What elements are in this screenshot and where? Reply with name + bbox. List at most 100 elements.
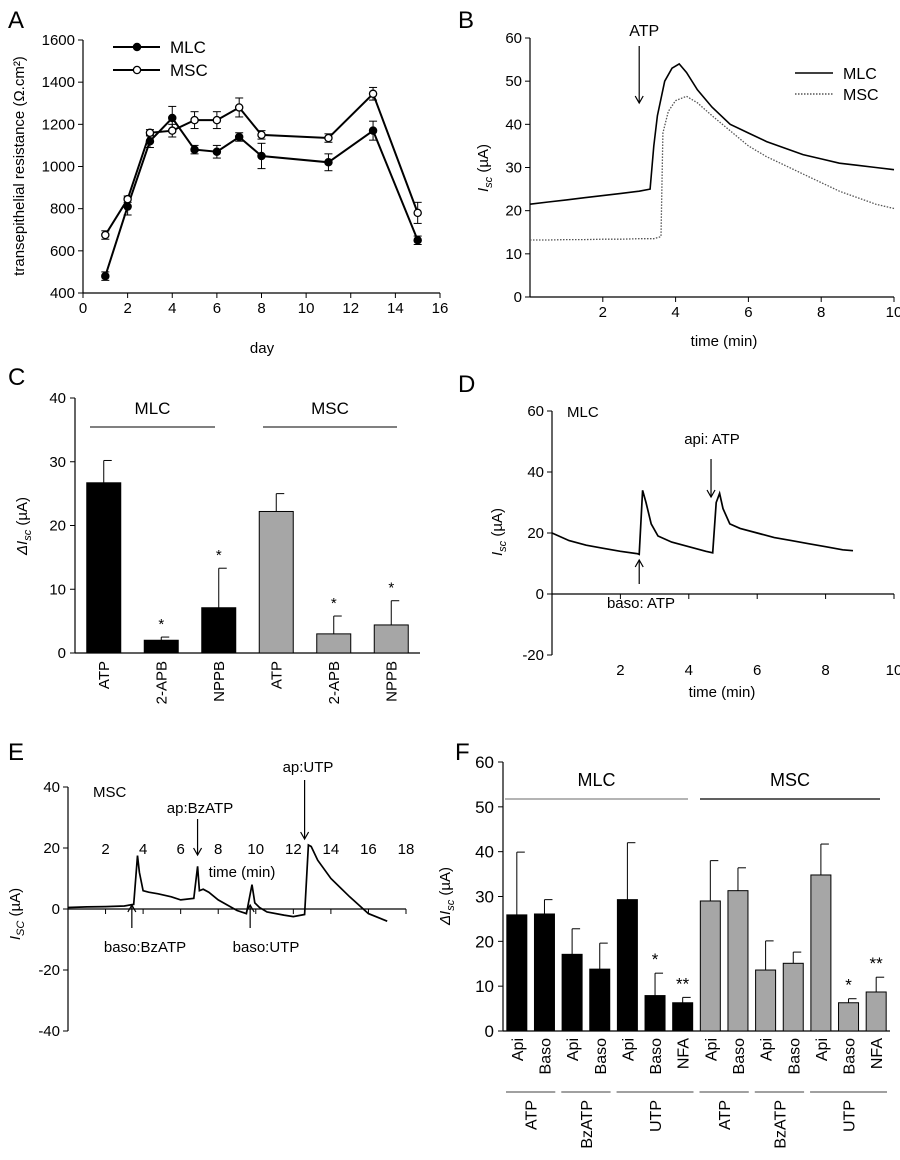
chart-d: -20 0 20 40 60 2 4 6 8 10 time (min) Isc (µA) MLC bas…	[489, 403, 900, 701]
category-label: Baso	[537, 1038, 554, 1075]
data-point	[368, 126, 378, 135]
bar	[86, 482, 122, 654]
baso-arrow-head	[634, 558, 644, 568]
significance-mark: **	[676, 974, 690, 993]
x-tick-label: 4	[139, 841, 147, 858]
category-label: NPPB	[383, 661, 400, 702]
x-tick-label: 18	[398, 841, 415, 858]
data-point	[368, 89, 378, 99]
series-mlc	[101, 105, 422, 281]
x-tick-label: 4	[168, 300, 176, 317]
y-tick-label: 50	[505, 73, 522, 90]
data-point	[234, 103, 244, 112]
y-axis-title-main: I	[489, 552, 506, 556]
subgroup-label: ATP	[524, 1100, 541, 1130]
y-tick-label: 40	[49, 390, 66, 407]
y-axis-title-unit: (µA)	[14, 497, 31, 530]
subgroup-label: UTP	[842, 1100, 859, 1132]
x-tick-label: 10	[886, 304, 900, 321]
legend-label: MLC	[170, 38, 206, 57]
panel-label-d: D	[458, 371, 475, 398]
category-label: Api	[703, 1038, 720, 1061]
x-tick-label: 2	[101, 841, 109, 858]
y-tick-label: 1000	[42, 159, 75, 176]
bar	[316, 633, 352, 654]
bar	[644, 995, 666, 1032]
bar	[561, 953, 583, 1032]
bar	[201, 607, 237, 654]
chart-a: 400 600 800 1000 1200 1400 1600 0 2 4 6 8 10 12 14 16 da…	[11, 32, 448, 357]
bar	[699, 900, 721, 1032]
y-axis-title: transepithelial resistance (Ω.cm²)	[11, 56, 28, 276]
data-point	[413, 236, 422, 245]
legend-label: MLC	[843, 66, 877, 83]
panel-label-a: A	[8, 7, 24, 34]
x-tick-label: 6	[213, 300, 221, 317]
ap-utp-arrow-head	[300, 831, 310, 841]
category-label: Baso	[842, 1038, 859, 1075]
chart-c: 0 10 20 30 40 ΔIsc (µA) ATP * 2-APB * NPPB ATP * 2-AP…	[14, 390, 420, 704]
y-tick-label: 400	[50, 285, 75, 302]
annotation-ap-utp: ap:UTP	[283, 759, 334, 776]
x-tick-label: 6	[744, 304, 752, 321]
bar	[672, 1002, 694, 1032]
y-tick-label: 1600	[42, 32, 75, 49]
significance-mark: *	[331, 595, 337, 612]
bar	[533, 913, 555, 1032]
y-axis-title-unit: (µA)	[437, 867, 454, 900]
group-label: MLC	[577, 770, 615, 790]
y-tick-label: 20	[527, 525, 544, 542]
data-point	[167, 113, 177, 123]
y-axis-title-unit: (µA)	[475, 144, 492, 177]
bar	[782, 962, 804, 1032]
y-tick-label: 30	[475, 888, 494, 907]
inset-label: MSC	[93, 784, 127, 801]
bar	[258, 510, 294, 654]
data-point	[257, 151, 266, 161]
x-tick-label: 14	[387, 300, 404, 317]
y-axis-title-sub: sc	[22, 529, 34, 541]
significance-mark: *	[388, 580, 394, 597]
y-tick-label: 600	[50, 243, 75, 260]
y-axis-title: ΔIsc (µA)	[437, 867, 457, 926]
bar	[727, 890, 749, 1032]
chart-e: -40 -20 0 20 40 2 4 6 8 10 12 14 16 18 time (min) ISC (…	[7, 759, 414, 1040]
data-point	[190, 145, 199, 154]
data-point	[123, 194, 132, 204]
y-tick-label: 30	[49, 454, 66, 471]
x-axis-title: time (min)	[691, 333, 758, 350]
y-tick-label: -20	[522, 647, 544, 664]
data-point	[101, 271, 110, 281]
data-point	[190, 115, 199, 125]
y-axis-title: Isc (µA)	[489, 508, 509, 556]
category-label: Api	[565, 1038, 582, 1061]
baso-utp-arrow-head	[245, 903, 255, 913]
y-tick-label: 30	[505, 160, 522, 177]
bar	[616, 899, 638, 1032]
series-msc	[530, 95, 895, 241]
category-label: ATP	[96, 661, 113, 689]
x-tick-label: 6	[753, 662, 761, 679]
data-point	[212, 115, 222, 125]
bar	[143, 639, 179, 654]
panel-label-f: F	[455, 739, 470, 766]
chart-f: 0 10 20 30 40 50 60 ΔIsc (µA) Api Baso Api Baso Api *…	[437, 753, 890, 1149]
bar	[838, 1002, 860, 1032]
x-axis-title: time (min)	[689, 684, 756, 701]
baso-bzatp-arrow-head	[127, 903, 137, 913]
category-label: Api	[510, 1038, 527, 1061]
bar	[506, 914, 528, 1032]
y-tick-label: 20	[43, 840, 60, 857]
y-tick-label: 0	[485, 1022, 494, 1041]
series-msc	[101, 86, 422, 240]
significance-mark: *	[652, 950, 659, 969]
y-tick-label: 40	[475, 843, 494, 862]
x-tick-label: 2	[616, 662, 624, 679]
panel-label-c: C	[8, 364, 25, 391]
y-tick-label: 1400	[42, 74, 75, 91]
inset-label: MLC	[567, 404, 599, 421]
category-label: Api	[814, 1038, 831, 1061]
x-tick-label: 0	[79, 300, 87, 317]
y-axis-title-main: ΔI	[437, 911, 454, 926]
